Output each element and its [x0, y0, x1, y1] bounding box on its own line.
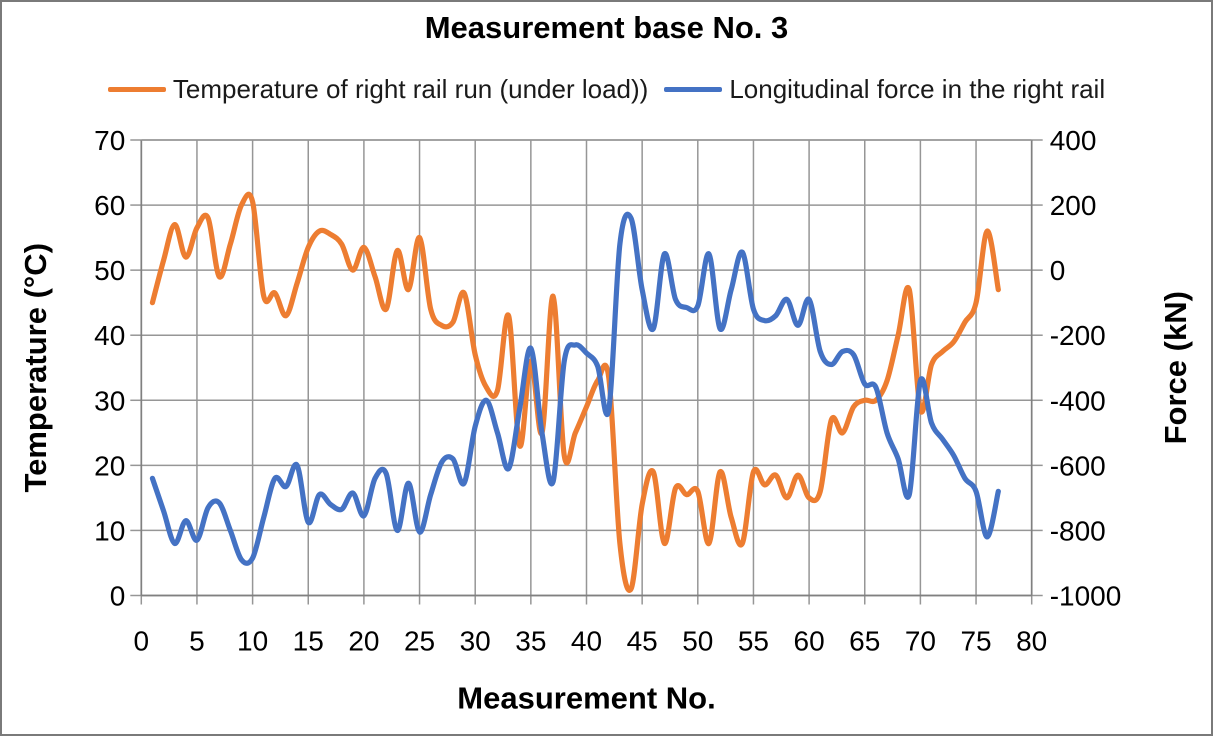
y-left-tick-label: 10 [94, 515, 125, 546]
legend: Temperature of right rail run (under loa… [2, 74, 1211, 105]
x-tick-label: 35 [515, 626, 546, 657]
x-tick-label: 40 [571, 626, 602, 657]
temperature-line-swatch-icon [107, 87, 166, 92]
force-series-line [149, 211, 1001, 566]
x-tick-label: 5 [189, 626, 205, 657]
x-tick-label: 30 [460, 626, 491, 657]
legend-item-force: Longitudinal force in the right rail [664, 74, 1105, 105]
x-tick-label: 65 [849, 626, 880, 657]
x-tick-label: 0 [134, 626, 150, 657]
y-left-tick-label: 30 [94, 385, 125, 416]
y-left-tick-label: 70 [94, 125, 125, 156]
x-tick-label: 20 [348, 626, 379, 657]
legend-label-temperature: Temperature of right rail run (under loa… [172, 74, 649, 104]
y-left-tick-label: 20 [94, 450, 125, 481]
y-left-tick-label: 40 [94, 320, 125, 351]
y-right-tick-label: 200 [1050, 190, 1097, 221]
y-right-tick-label: -1000 [1050, 581, 1122, 612]
x-tick-label: 60 [794, 626, 825, 657]
x-axis-title: Measurement No. [457, 681, 715, 716]
legend-item-temperature: Temperature of right rail run (under loa… [107, 74, 649, 105]
y-right-tick-label: -600 [1050, 450, 1106, 481]
y-right-tick-label: -800 [1050, 515, 1106, 546]
x-tick-label: 10 [237, 626, 268, 657]
y-left-axis-title: Temperature (°C) [18, 243, 53, 493]
temperature-series-line [149, 191, 1001, 593]
y-right-tick-label: 400 [1050, 125, 1097, 156]
x-tick-label: 70 [905, 626, 936, 657]
y-right-tick-label: -200 [1050, 320, 1106, 351]
y-left-tick-label: 0 [110, 581, 126, 612]
x-tick-label: 75 [960, 626, 991, 657]
y-right-tick-label: -400 [1050, 385, 1106, 416]
y-left-tick-label: 50 [94, 255, 125, 286]
y-left-tick-label: 60 [94, 190, 125, 221]
y-right-axis-title: Force (kN) [1158, 291, 1193, 444]
chart-title: Measurement base No. 3 [424, 10, 789, 45]
x-tick-label: 55 [738, 626, 769, 657]
legend-label-force: Longitudinal force in the right rail [729, 74, 1106, 104]
x-tick-label: 45 [627, 626, 658, 657]
x-tick-label: 25 [404, 626, 435, 657]
y-right-tick-label: 0 [1050, 255, 1066, 286]
x-tick-label: 50 [682, 626, 713, 657]
x-tick-label: 15 [293, 626, 324, 657]
x-tick-label: 80 [1016, 626, 1047, 657]
force-line-swatch-icon [664, 87, 723, 92]
